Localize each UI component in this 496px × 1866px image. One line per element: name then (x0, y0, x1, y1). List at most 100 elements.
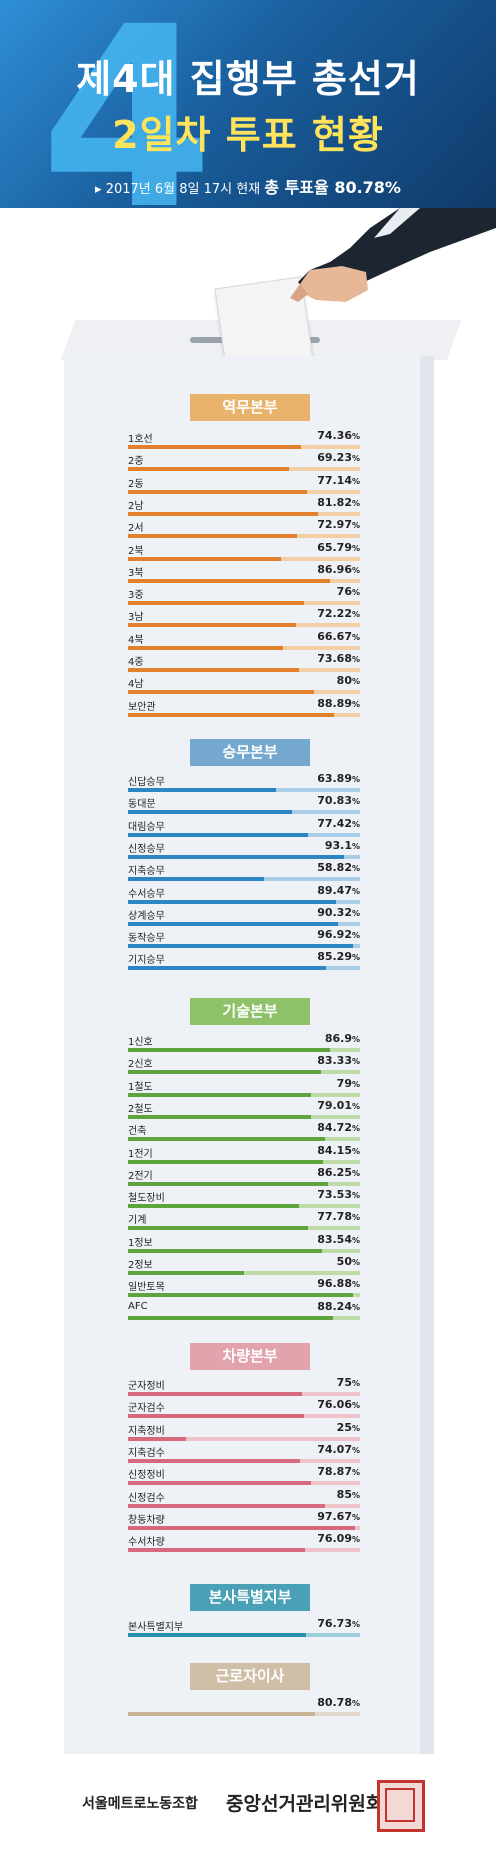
data-label-value: 73.68 (317, 652, 352, 665)
watermark-digit: 4 (40, 0, 214, 208)
data-label-value: 79 (336, 1076, 352, 1090)
chart-row: 2서 72.97% (128, 518, 360, 542)
percent-unit: % (351, 1191, 360, 1201)
union-name: 서울메트로노동조합 (82, 1796, 198, 1812)
data-label: 83.33% (317, 1054, 360, 1067)
data-label-value: 90.32 (317, 905, 352, 919)
bar-track (128, 1181, 360, 1186)
percent-unit: % (351, 1699, 360, 1708)
chart-row: 2신호 83.33% (128, 1054, 360, 1078)
percent-unit: % (351, 1124, 360, 1134)
percent-unit: % (351, 931, 360, 941)
chart-row: 지축검수 74.07% (128, 1442, 360, 1467)
bar (128, 578, 330, 583)
chart-row: 지축정비 25% (128, 1421, 360, 1445)
data-label-value: 25 (336, 1420, 352, 1434)
row-label: 신답승무 (128, 777, 165, 788)
bar (128, 810, 293, 815)
data-label-value: 75 (336, 1376, 352, 1389)
data-label-value: 88.89 (317, 696, 352, 710)
data-label-value: 66.67 (317, 629, 352, 643)
bar-track (128, 668, 360, 672)
percent-unit: % (351, 699, 360, 709)
bar (128, 1070, 322, 1075)
chart-row: 수서차량 76.09% (128, 1532, 360, 1556)
bar (128, 1293, 353, 1298)
page-subtitle-title: 2일차 투표 현황 (112, 113, 384, 157)
percent-unit: % (351, 543, 360, 553)
bar (128, 1414, 305, 1419)
data-label-value: 63.89 (317, 772, 352, 785)
section-label: 승무본부 (190, 739, 310, 766)
chart-row: 군자검수 76.06% (128, 1398, 360, 1422)
data-label: 80.78% (317, 1696, 360, 1709)
bar-track (128, 921, 360, 926)
data-label-value: 74.07 (317, 1442, 352, 1456)
percent-unit: % (351, 1302, 360, 1312)
bar-track (128, 511, 360, 516)
chart-row: 동작승무 96.92% (128, 928, 360, 952)
percent-unit: % (351, 1620, 360, 1629)
row-label: 수서승무 (128, 888, 165, 900)
data-label-value: 81.82 (317, 495, 352, 509)
bar (128, 1436, 186, 1441)
bar (128, 966, 326, 971)
chart-row: 3중 76% (128, 585, 360, 609)
section-label: 근로자이사 (190, 1663, 310, 1690)
row-label: 1정보 (128, 1237, 153, 1249)
data-label: 75% (337, 1376, 360, 1389)
row-label: 군자검수 (128, 1403, 165, 1415)
row-label: 2정보 (128, 1260, 153, 1271)
percent-unit: % (351, 476, 360, 486)
data-label: 86.25% (317, 1166, 360, 1179)
chart-row: 신정정비 78.87% (128, 1465, 360, 1489)
data-label: 63.89% (317, 772, 360, 785)
bar-track (128, 1293, 360, 1298)
committee-name: 중앙선거관리위원회 (226, 1793, 384, 1815)
chart-row: 신정검수 85% (128, 1488, 360, 1512)
row-label: 신정정비 (128, 1470, 165, 1482)
percent-unit: % (351, 1079, 360, 1089)
row-label: 대림승무 (128, 821, 165, 833)
row-label: 신정검수 (128, 1492, 165, 1504)
data-label: 96.88% (317, 1277, 360, 1290)
row-label: 철도장비 (128, 1193, 165, 1205)
chart-row: 건축 84.72% (128, 1121, 360, 1145)
bar-track (128, 556, 360, 561)
data-label: 76.09% (317, 1532, 360, 1545)
header-banner: 4 제4대 집행부 총선거 2일차 투표 현황 ▸ 2017년 6월 8일 17… (0, 0, 496, 208)
bar (128, 1159, 324, 1164)
data-label-value: 85.29 (317, 950, 352, 964)
chart-row: 철도장비 73.53% (128, 1188, 360, 1212)
percent-unit: % (351, 1146, 360, 1156)
row-label: 건축 (128, 1126, 147, 1138)
data-label: 25% (337, 1421, 360, 1434)
bar-track (128, 578, 360, 583)
bar-track (128, 1315, 360, 1320)
percent-unit: % (351, 1235, 360, 1245)
bar-track (128, 690, 360, 695)
row-label: 군자정비 (128, 1381, 165, 1392)
row-label: 지축정비 (128, 1425, 165, 1437)
chart-row: 기지승무 85.29% (128, 950, 360, 974)
row-label: 4중 (128, 657, 144, 668)
chart-row: 1호선 74.36% (128, 429, 360, 453)
data-label-value: 93.1 (324, 838, 352, 852)
bar (128, 832, 308, 837)
bar-track (128, 1204, 360, 1209)
percent-unit: % (351, 1379, 360, 1388)
chart-row: 3북 86.96% (128, 563, 360, 587)
status-arrow-icon: ▸ (95, 182, 106, 197)
percent-unit: % (351, 953, 360, 963)
chart-row: 지축승무 58.82% (128, 861, 360, 885)
percent-unit: % (351, 454, 360, 464)
row-label: 4북 (128, 634, 144, 646)
percent-unit: % (351, 1057, 360, 1067)
chart-row: 동대문 70.83% (128, 794, 360, 818)
chart-row: 2북 65.79% (128, 541, 360, 565)
data-label-value: 79.01 (317, 1098, 352, 1112)
chart-row: 신답승무 63.89% (128, 772, 360, 796)
chart-row: 2정보 50% (128, 1255, 360, 1279)
row-label: 기계 (128, 1215, 147, 1227)
chart-row: AFC 88.24% (128, 1300, 360, 1324)
